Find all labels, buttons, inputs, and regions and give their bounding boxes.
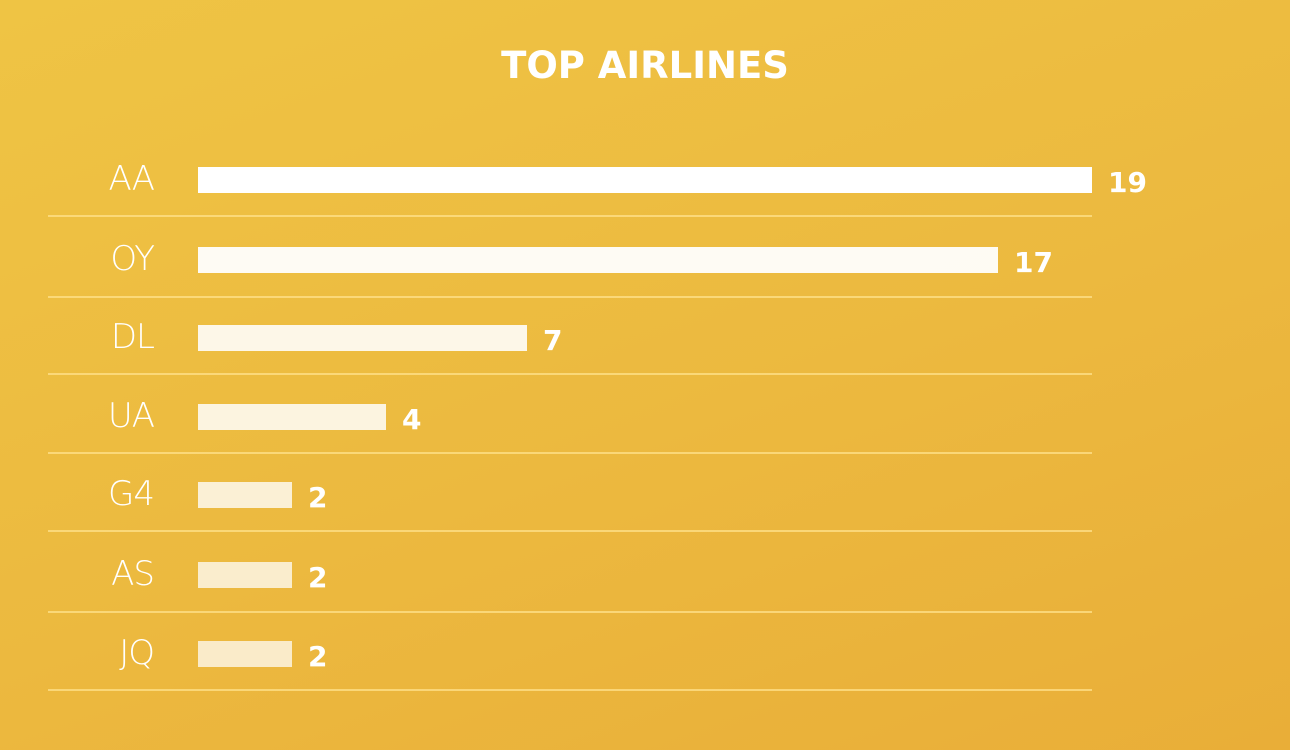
bar bbox=[198, 641, 292, 667]
category-label: UA bbox=[107, 395, 155, 436]
row-divider bbox=[48, 215, 1092, 217]
bar-row: JQ 2 bbox=[48, 614, 1288, 691]
bar-value-label: 4 bbox=[402, 403, 422, 436]
category-label: AS bbox=[111, 553, 155, 594]
bar-row: G4 2 bbox=[48, 455, 1288, 532]
bar-row: DL 7 bbox=[48, 298, 1288, 375]
bar bbox=[198, 167, 1092, 193]
bar-value-label: 2 bbox=[308, 640, 328, 673]
bar-value-label: 19 bbox=[1108, 166, 1147, 199]
bar bbox=[198, 325, 527, 351]
row-divider bbox=[48, 530, 1092, 532]
category-label: DL bbox=[110, 316, 155, 357]
bar-value-label: 2 bbox=[308, 561, 328, 594]
bar bbox=[198, 482, 292, 508]
bar-value-label: 17 bbox=[1014, 246, 1053, 279]
bar-value-label: 7 bbox=[543, 324, 563, 357]
category-label: OY bbox=[110, 238, 155, 279]
bar-row: AA 19 bbox=[48, 140, 1288, 217]
row-divider bbox=[48, 373, 1092, 375]
row-divider bbox=[48, 611, 1092, 613]
row-divider bbox=[48, 452, 1092, 454]
bar-value-label: 2 bbox=[308, 481, 328, 514]
chart-title: TOP AIRLINES bbox=[501, 44, 789, 87]
bar bbox=[198, 562, 292, 588]
bar-row: AS 2 bbox=[48, 534, 1288, 613]
category-label: G4 bbox=[108, 473, 155, 514]
bar bbox=[198, 404, 386, 430]
bar bbox=[198, 247, 998, 273]
row-divider bbox=[48, 296, 1092, 298]
bar-row: OY 17 bbox=[48, 219, 1288, 298]
row-divider bbox=[48, 689, 1092, 691]
category-label: JQ bbox=[119, 632, 155, 673]
bar-row: UA 4 bbox=[48, 377, 1288, 454]
category-label: AA bbox=[108, 158, 155, 199]
